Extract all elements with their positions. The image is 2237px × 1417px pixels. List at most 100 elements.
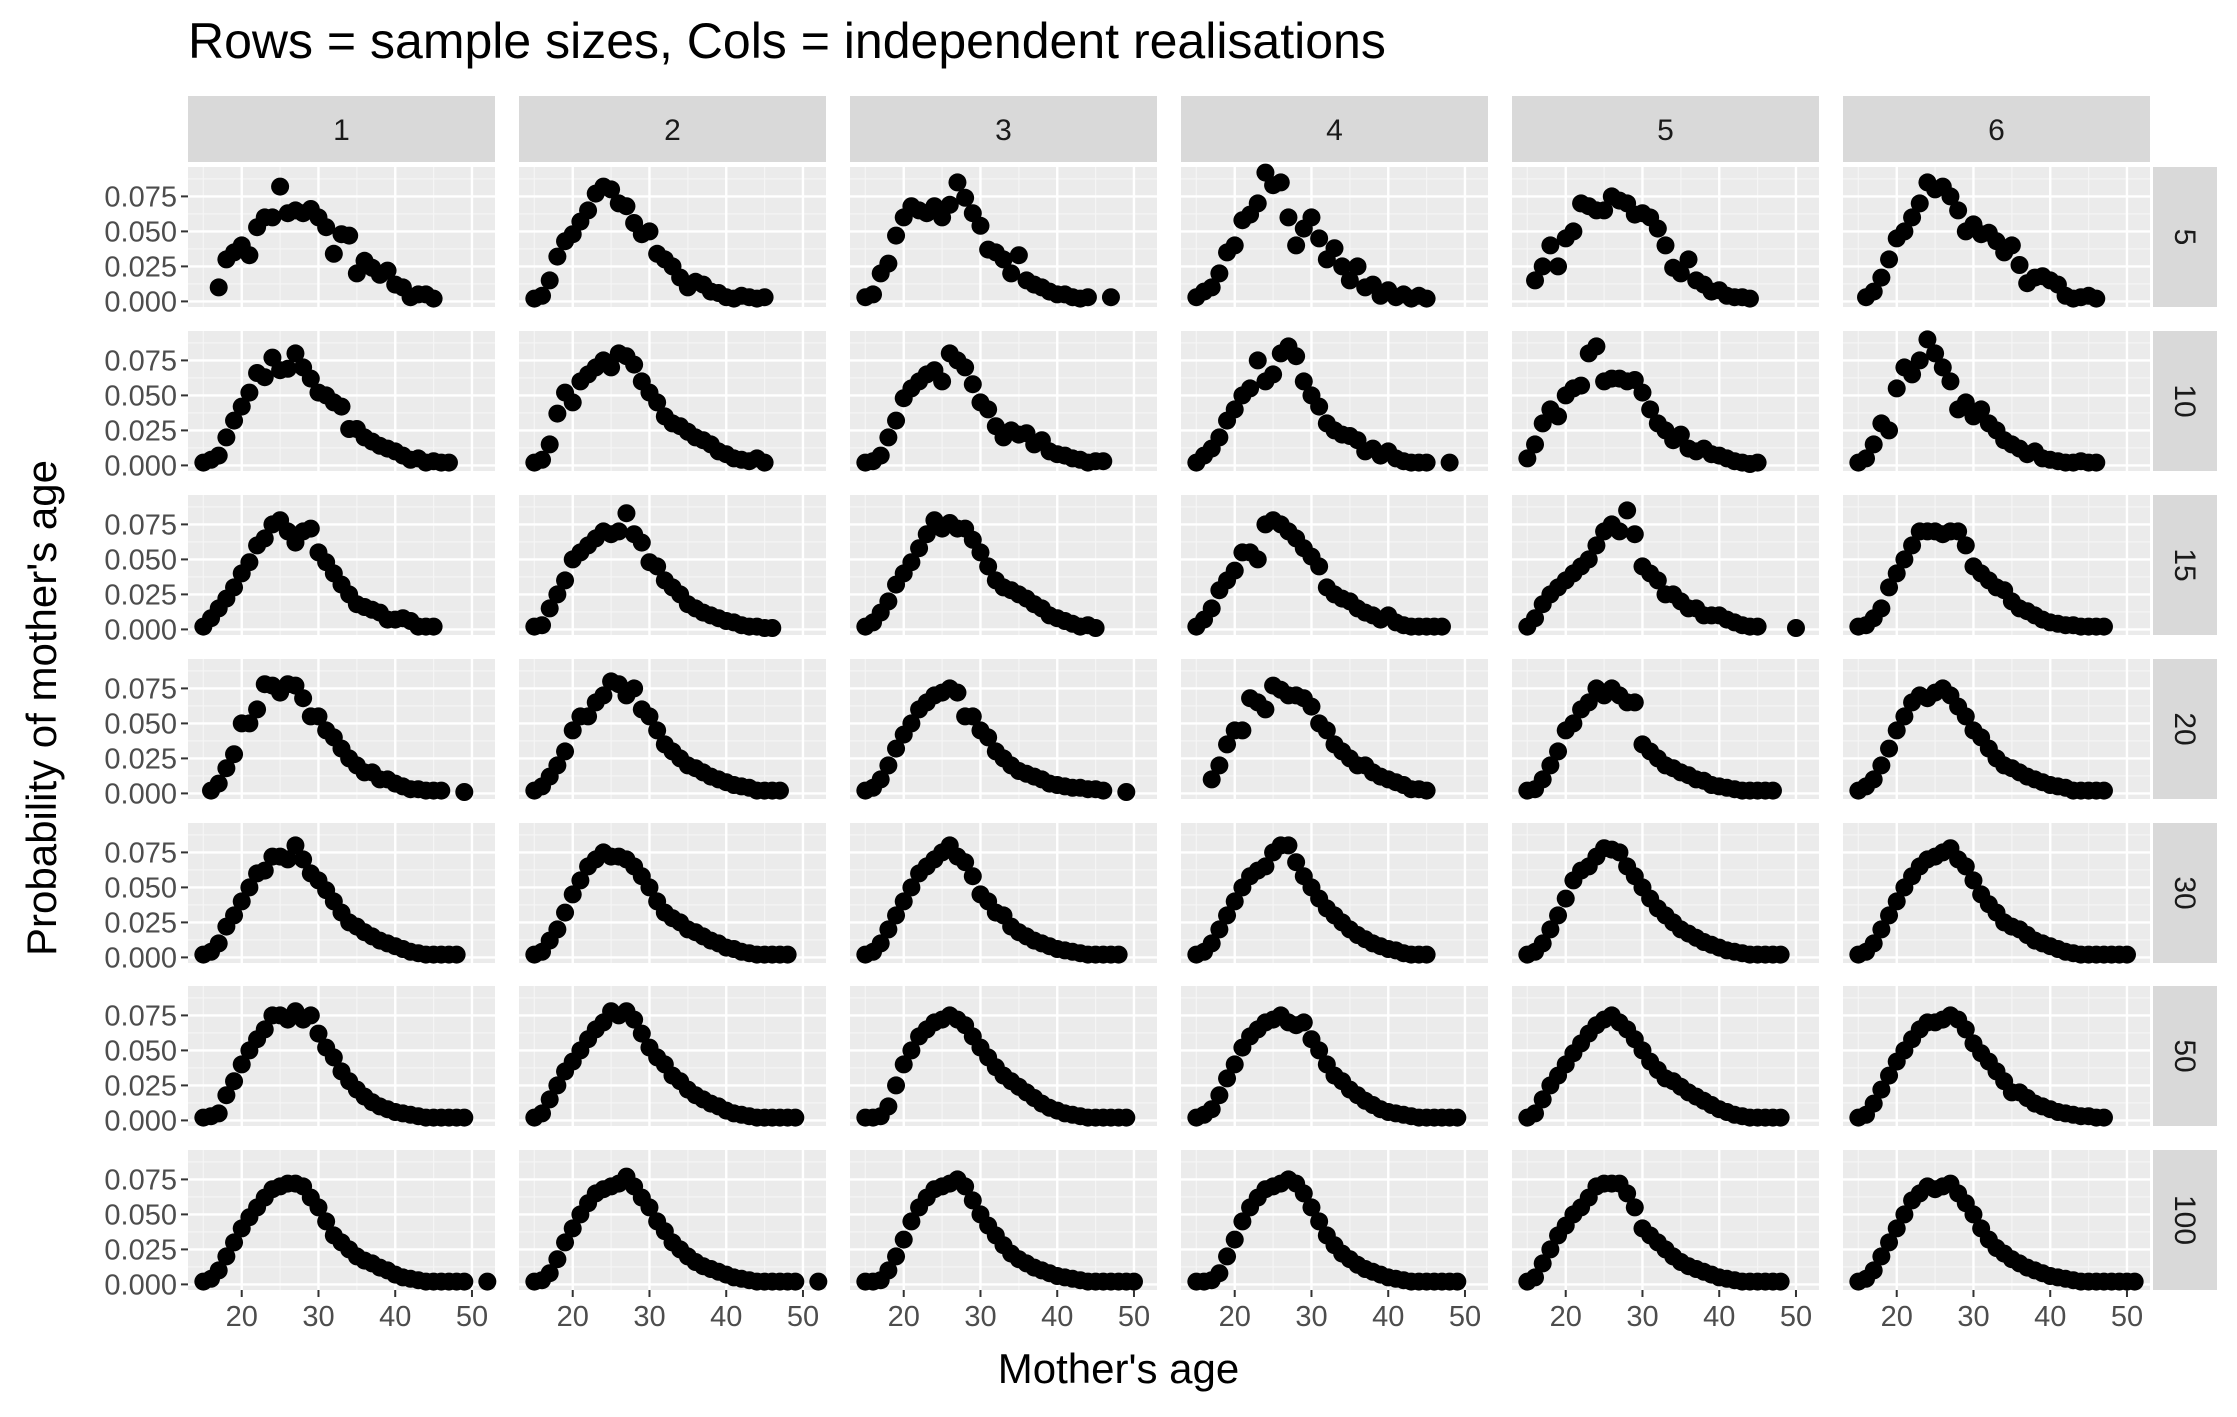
data-point — [1202, 599, 1221, 618]
data-point — [1264, 365, 1283, 384]
data-point — [887, 411, 906, 430]
y-tick-label: 0.025 — [104, 1070, 177, 1102]
data-point — [1895, 1205, 1914, 1224]
data-point — [902, 714, 921, 733]
data-point — [871, 934, 890, 953]
data-point — [1533, 934, 1552, 953]
x-tick-label: 20 — [226, 1301, 258, 1333]
facet-panel-5-5 — [1512, 167, 1819, 308]
data-point — [1872, 1247, 1891, 1266]
data-point — [1671, 264, 1690, 283]
panel-background — [1843, 1150, 2150, 1290]
facet-panel-15-3 — [850, 495, 1157, 637]
data-point — [933, 372, 952, 391]
data-point — [1541, 920, 1560, 939]
data-point — [556, 742, 575, 761]
data-point — [1225, 561, 1244, 580]
data-point — [1595, 201, 1614, 220]
data-point — [879, 592, 898, 611]
data-point — [1109, 945, 1128, 964]
panel-background — [519, 1150, 826, 1290]
data-point — [455, 1108, 474, 1127]
data-point — [1526, 1104, 1545, 1123]
data-point — [648, 721, 667, 740]
data-point — [1256, 857, 1275, 876]
panel-background — [188, 823, 495, 963]
data-point — [225, 411, 244, 430]
data-point — [548, 585, 567, 604]
data-point — [301, 369, 320, 388]
data-point — [1202, 278, 1221, 297]
column-strip-label: 4 — [1326, 114, 1343, 147]
data-point — [1340, 271, 1359, 290]
data-point — [1633, 383, 1652, 402]
y-tick-label: 0.050 — [104, 544, 177, 576]
facet-panel-100-6 — [1843, 1150, 2150, 1291]
data-point — [640, 707, 659, 726]
data-point — [225, 745, 244, 764]
data-point — [1564, 714, 1583, 733]
facet-panel-15-1 — [188, 495, 495, 636]
data-point — [887, 739, 906, 758]
data-point — [1949, 201, 1968, 220]
facet-panel-10-2 — [519, 331, 826, 472]
row-strip — [2153, 986, 2217, 1126]
data-point — [1518, 449, 1537, 468]
data-point — [625, 679, 644, 698]
data-point — [1225, 1230, 1244, 1249]
data-point — [1448, 1108, 1467, 1127]
facet-panel-50-5 — [1512, 986, 1819, 1127]
panel-background — [1512, 331, 1819, 471]
data-point — [917, 525, 936, 544]
panel-background — [1843, 986, 2150, 1126]
data-point — [1572, 376, 1591, 395]
data-point — [910, 539, 929, 558]
facet-panel-50-4 — [1181, 986, 1488, 1127]
y-tick-label: 0.025 — [104, 1234, 177, 1266]
y-tick-label: 0.050 — [104, 380, 177, 412]
data-point — [1317, 721, 1336, 740]
data-point — [963, 707, 982, 726]
row-strip-label: 5 — [2168, 229, 2201, 246]
data-point — [1086, 619, 1105, 637]
data-point — [887, 1247, 906, 1266]
data-point — [2002, 236, 2021, 255]
data-point — [1225, 236, 1244, 255]
data-point — [1625, 1198, 1644, 1217]
data-point — [217, 1247, 236, 1266]
data-point — [902, 553, 921, 572]
panel-background — [850, 659, 1157, 799]
data-point — [1526, 609, 1545, 628]
data-point — [1618, 501, 1637, 520]
data-point — [225, 1072, 244, 1091]
data-point — [632, 533, 651, 552]
data-point — [286, 836, 305, 855]
data-point — [640, 878, 659, 897]
data-point — [432, 781, 451, 800]
data-point — [1964, 1205, 1983, 1224]
data-point — [271, 177, 290, 196]
y-tick-label: 0.075 — [104, 837, 177, 869]
data-point — [2094, 1108, 2113, 1127]
data-point — [1248, 351, 1267, 370]
data-point — [1248, 550, 1267, 569]
data-point — [1895, 707, 1914, 726]
data-point — [1926, 344, 1945, 363]
panel-background — [1843, 331, 2150, 471]
data-point — [902, 1041, 921, 1060]
data-point — [540, 1264, 559, 1283]
panel-background — [1512, 823, 1819, 963]
data-point — [2087, 453, 2106, 472]
x-tick-label: 50 — [787, 1301, 819, 1333]
data-point — [1880, 250, 1899, 269]
data-point — [1610, 522, 1629, 541]
x-axis-title: Mother's age — [997, 1345, 1240, 1392]
data-point — [563, 1219, 582, 1238]
data-point — [563, 885, 582, 904]
data-point — [1625, 693, 1644, 712]
column-strip — [519, 96, 826, 162]
data-point — [1880, 906, 1899, 925]
data-point — [1233, 1212, 1252, 1231]
data-point — [548, 920, 567, 939]
data-point — [1679, 250, 1698, 269]
